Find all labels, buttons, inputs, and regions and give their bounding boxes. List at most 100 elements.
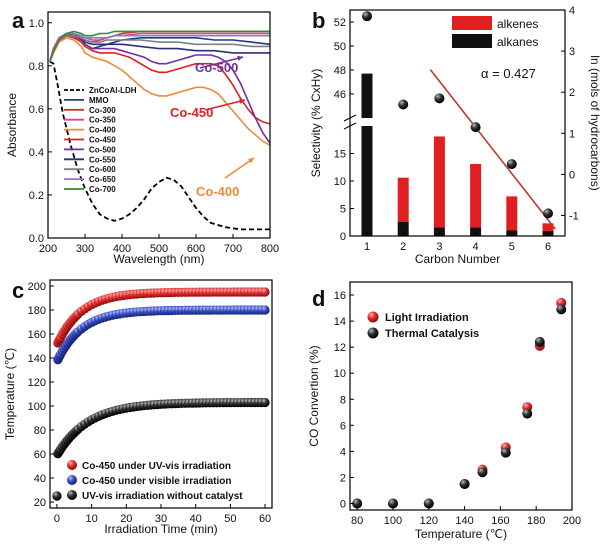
panel-label-d: d xyxy=(312,286,325,311)
bar-alkenes-5 xyxy=(506,196,518,231)
panel-b-left-upper-ytick-label: 50 xyxy=(334,41,346,53)
legend-label-1: Thermal Catalysis xyxy=(385,328,479,340)
panel-b-ylabel-right: ln (mols of hydrocarbons) xyxy=(588,55,600,190)
legend-label-5: Co-450 xyxy=(89,136,116,145)
absorbance-line-1 xyxy=(49,32,271,62)
panel-b-xlabel: Carbon Number xyxy=(415,252,500,266)
panel-b-right-ytick-label: 1 xyxy=(569,128,575,140)
legend-label-0: ZnCoAl-LDH xyxy=(89,86,137,95)
panel-d-xtick-label: 200 xyxy=(563,515,581,527)
panel-b-right-ytick-label: 0 xyxy=(569,169,575,181)
panel-d-frame xyxy=(349,281,573,511)
legend-marker-2 xyxy=(67,490,77,500)
panel-a-xtick-label: 700 xyxy=(224,243,242,255)
panel-d-xlabel: Temperature (℃) xyxy=(415,527,507,541)
panel-c-ytick-label: 160 xyxy=(28,329,46,341)
ln-point-6 xyxy=(543,208,553,219)
bar-alkanes-3 xyxy=(433,227,445,236)
panel-d-ytick-label: 6 xyxy=(340,420,346,432)
annotation-arrowhead-2 xyxy=(248,158,254,164)
annotation-arrow-0 xyxy=(199,56,244,69)
panel-labels: a b c d xyxy=(12,8,325,311)
panel-a-xtick-label: 200 xyxy=(39,243,57,255)
panel-b-xtick-label: 3 xyxy=(436,241,442,253)
panel-c-xtick-label: 50 xyxy=(224,513,236,525)
panel-b-xtick-label: 4 xyxy=(473,241,479,253)
legend-swatch-alkenes xyxy=(452,16,492,30)
ln-point-5 xyxy=(506,159,517,170)
panel-d-ytick-label: 16 xyxy=(334,290,346,302)
annotation-label-0: Co-500 xyxy=(195,60,238,75)
conversion-point-series-1 xyxy=(522,408,533,419)
legend-label-2: Co-300 xyxy=(89,106,116,115)
panel-c-xtick-label: 40 xyxy=(190,513,202,525)
panel-c-ytick-label: 60 xyxy=(34,449,46,461)
ln-point-4 xyxy=(470,122,481,133)
legend-label-0: Light Irradiation xyxy=(385,312,469,324)
panel-c-ytick-label: 80 xyxy=(34,425,46,437)
legend-label-10: Co-700 xyxy=(89,185,116,194)
panel-b-xtick-label: 6 xyxy=(545,241,551,253)
panel-b-right-ytick-label: -1 xyxy=(569,210,579,222)
annotation-arrow-2 xyxy=(224,157,255,179)
panel-label-b: b xyxy=(312,8,325,33)
bar-alkanes-1-lower xyxy=(361,126,373,236)
panel-a-ytick-label: 1.0 xyxy=(29,18,44,30)
annotation-arrowhead-0 xyxy=(237,55,243,61)
panel-b-left-upper-ytick-label: 52 xyxy=(334,17,346,29)
panel-d-xtick-label: 180 xyxy=(527,515,545,527)
panel-d-ytick-label: 2 xyxy=(340,472,346,484)
panel-a-ytick-label: 0.6 xyxy=(29,104,44,116)
panel-b-frame xyxy=(349,9,566,237)
legend-label-1: MMO xyxy=(89,96,109,105)
panel-c-xtick-label: 20 xyxy=(120,513,132,525)
panel-b-left-upper-ytick-label: 48 xyxy=(334,65,346,77)
fit-line xyxy=(429,69,556,230)
panel-d-ytick-label: 12 xyxy=(334,342,346,354)
legend-label-alkanes: alkanes xyxy=(497,35,538,49)
panel-d-xtick-label: 140 xyxy=(455,515,473,527)
panel-b-right-ytick-label: 3 xyxy=(569,46,575,58)
conversion-point-series-1 xyxy=(459,478,470,489)
panel-b-xtick-label: 1 xyxy=(364,241,370,253)
panel-d-ytick-label: 14 xyxy=(334,316,346,328)
panel-c-xlabel: Irradiation Time (min) xyxy=(104,522,217,536)
conversion-point-series-1 xyxy=(352,498,363,509)
panel-c-ytick-label: 20 xyxy=(34,497,46,509)
bar-alkenes-4 xyxy=(470,163,482,228)
legend-label-4: Co-400 xyxy=(89,126,116,135)
panel-d: 80 100 120 140 160 180 200 0 2 4 6 8 10 12 14 16 Tempera… xyxy=(307,281,581,541)
legend-label-8: Co-600 xyxy=(89,165,116,174)
panel-c-ytick-label: 120 xyxy=(28,377,46,389)
legend-label-0: Co-450 under UV-vis irradiation xyxy=(82,461,231,472)
panel-b-left-ytick-label: 0 xyxy=(340,231,346,243)
panel-a-ytick-label: 0.4 xyxy=(29,147,44,159)
legend-marker-0 xyxy=(67,460,77,470)
legend-marker-1 xyxy=(67,475,77,485)
annotation-arrow-1 xyxy=(204,99,246,111)
panel-b-right-ytick-label: 4 xyxy=(569,5,575,17)
panel-b-ylabel-left: Selectivity (% CxHy) xyxy=(309,69,323,178)
panel-c-xtick-label: 10 xyxy=(86,513,98,525)
bar-alkanes-2 xyxy=(397,221,409,236)
panel-d-ylabel: CO Convertion (%) xyxy=(307,345,321,446)
panel-label-c: c xyxy=(12,278,24,303)
absorbance-line-4 xyxy=(49,36,271,147)
legend-label-7: Co-550 xyxy=(89,155,116,164)
panel-d-ytick-label: 0 xyxy=(340,498,346,510)
panel-b-left-ytick-label: 15 xyxy=(334,149,346,161)
conversion-point-series-1 xyxy=(534,336,545,347)
panel-a: 200 300 400 500 600 700 800 0.0 0.2 0.4 0.6 0.8 1.0 W… xyxy=(5,11,279,266)
absorbance-line-8 xyxy=(49,34,270,62)
panel-label-a: a xyxy=(12,8,25,33)
panel-d-ytick-label: 10 xyxy=(334,368,346,380)
panel-a-ytick-label: 0.0 xyxy=(29,233,44,245)
conversion-point-series-1 xyxy=(477,467,488,478)
panel-c-ytick-label: 180 xyxy=(28,305,46,317)
panel-d-xtick-label: 100 xyxy=(384,515,402,527)
bar-alkenes-2 xyxy=(397,177,409,222)
legend-marker-1 xyxy=(367,327,379,339)
panel-a-xtick-label: 300 xyxy=(76,243,94,255)
